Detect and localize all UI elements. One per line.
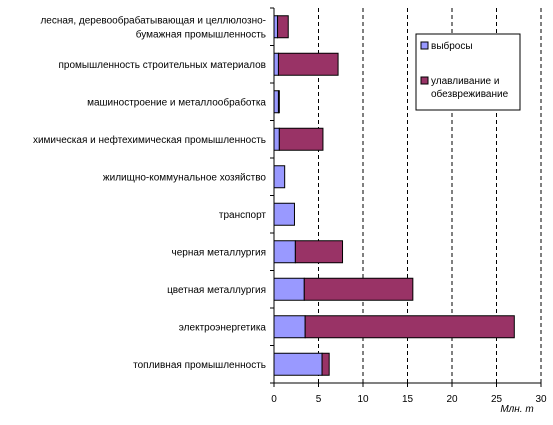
bar-segment [273,15,279,39]
category-labels: лесная, деревообрабатывающая и целлюлозн… [33,14,266,371]
legend-swatch [420,76,429,85]
x-tick-label: 0 [271,394,277,405]
category-label: лесная, деревообрабатывающая и целлюлозн… [40,14,266,40]
bar-segment [273,127,280,151]
x-tick-label: 30 [535,394,547,405]
legend-box [415,33,521,111]
legend-label: выбросы [431,40,473,52]
category-label: промышленность строительных материалов [59,60,267,71]
x-tick-label: 5 [316,394,322,405]
legend-swatch [420,41,429,50]
bar-segment [277,52,339,76]
bar-segment [273,90,279,114]
bar-segment [273,202,295,226]
category-label: жилищно-коммунальное хозяйство [103,172,267,183]
x-tick-label: 15 [402,394,414,405]
x-tick-label: 25 [491,394,503,405]
category-label: топливная промышленность [133,360,266,371]
category-label: черная металлургия [171,247,266,258]
x-tick-label: 10 [357,394,369,405]
bar-segment [273,352,323,376]
category-label: машиностроение и металлообработка [87,96,266,108]
bars-group [273,15,515,376]
bar-segment [321,352,330,376]
category-label: электроэнергетика [179,322,267,333]
bar-segment [294,240,344,264]
category-label: цветная металлургия [167,285,266,296]
category-label: химическая и нефтехимическая промышленно… [33,134,266,146]
bar-segment [273,315,306,339]
bar-segment [273,277,305,301]
category-label: транспорт [219,210,267,221]
bar-segment [273,240,296,264]
bar-segment [277,15,289,39]
bar-segment [273,52,279,76]
x-axis-unit-label: Млн. т [500,404,533,415]
axes [270,7,542,387]
bar-segment [278,127,324,151]
bar-segment [277,90,280,114]
bar-segment [304,315,515,339]
legend-label: улавливание и обезвреживание [431,76,509,100]
legend: выбросы улавливание и обезвреживание [415,33,521,111]
x-tick-label: 20 [446,394,458,405]
x-tick-labels: 0 5 10 15 20 25 30 [271,394,547,405]
bar-segment [273,165,286,189]
bar-segment [303,277,414,301]
